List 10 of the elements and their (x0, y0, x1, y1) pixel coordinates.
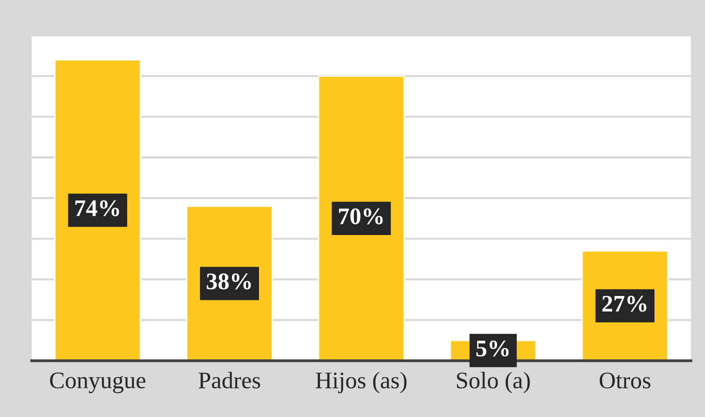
data-label: 70% (339, 208, 383, 224)
data-label: 38% (206, 273, 251, 290)
x-tick-label: Otros (600, 372, 650, 388)
data-label: 74% (75, 200, 120, 216)
x-tick-label: Conyugue (50, 372, 146, 394)
x-tick-label: Hijos (as) (316, 372, 407, 394)
data-label: 27% (602, 296, 646, 312)
data-label: 5% (476, 340, 509, 357)
x-tick-label: Padres (198, 372, 260, 388)
x-tick-label: Solo (a) (457, 372, 530, 394)
